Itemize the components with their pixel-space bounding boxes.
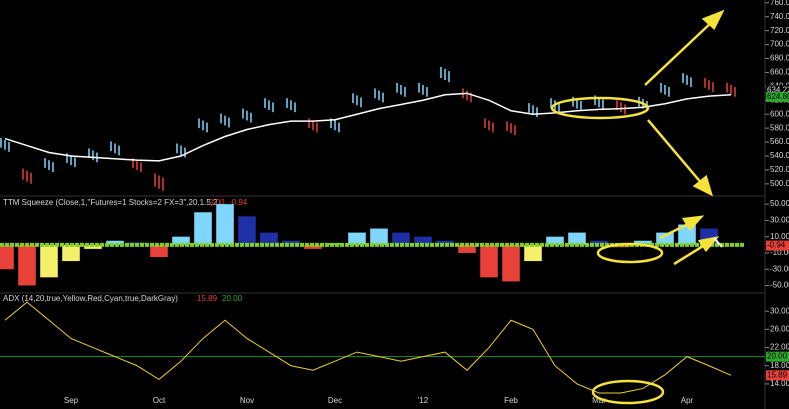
histogram-bar [414,236,432,245]
histogram-bar [194,212,212,245]
histogram-bar [436,240,454,245]
last-value-label: 20.00 [767,352,788,361]
histogram-bar [524,244,542,262]
histogram-bar [172,236,190,245]
y-tick-label: 760.00 [770,0,789,7]
highlight-ellipse [596,242,664,264]
histogram-bar [216,204,234,245]
x-tick-label: Feb [504,396,518,405]
histogram-bar [150,244,168,258]
readout: 20.00 [222,294,243,303]
y-tick-label: 30.00 [770,216,789,225]
y-tick-label: 50.00 [770,199,789,208]
histogram-bar [458,244,476,253]
panel-title: ADX (14,20,true,Yellow,Red,Cyan,true,Dar… [3,294,178,303]
annotations [550,9,725,405]
x-tick-label: Nov [240,396,254,405]
adx-line [4,301,732,394]
arrowhead [701,9,725,31]
y-tick-label: 22.00 [770,343,789,352]
panel-title: TTM Squeeze (Close,1,"Futures=1 Stocks=2… [3,198,226,207]
histogram-bar [0,244,14,270]
readout: -0.94 [229,198,248,207]
histogram-bar [62,244,80,262]
x-tick-label: Dec [328,396,342,405]
histogram-bar [238,216,256,245]
arrowhead [692,174,714,197]
arrow [644,19,715,86]
histogram-bar [678,224,696,245]
x-tick-label: Mar [592,396,606,405]
histogram-bar [568,232,586,245]
last-value-box [766,351,789,362]
x-tick-label: Oct [153,396,166,405]
readout: 15.89 [197,294,218,303]
y-tick-label: 540.00 [770,151,789,160]
arrowhead [697,236,720,253]
histogram-bar [84,244,102,249]
last-value-label: 15.89 [767,370,788,379]
arrowhead [681,215,705,232]
highlight-ellipse [550,96,650,120]
y-tick-label: 560.00 [770,137,789,146]
histogram-bar [348,232,366,245]
histogram-bar [260,232,278,245]
y-tick-label: 10.00 [770,232,789,241]
arrow [647,119,704,186]
y-tick-label: 700.00 [770,40,789,49]
y-tick-label: -30.00 [770,264,789,273]
y-tick-label: 520.00 [770,165,789,174]
y-tick-label: 500.00 [770,179,789,188]
last-value-box [766,370,789,381]
histogram-bar [304,244,322,249]
y-tick-label: 740.00 [770,12,789,21]
histogram-bar [370,228,388,245]
x-tick-label: Sep [64,396,79,405]
y-tick-label: 720.00 [770,26,789,35]
y-tick-label: 30.00 [770,306,789,315]
y-tick-label: 18.00 [770,361,789,370]
y-tick-label: -50.00 [770,281,789,290]
histogram-bar [502,244,520,282]
histogram-bar [590,240,608,245]
moving-average [4,92,732,162]
y-tick-label: 26.00 [770,324,789,333]
histogram-bar [634,240,652,245]
last-value-label: -0.94 [767,241,786,250]
histogram-bar [282,240,300,245]
y-tick-label: 600.00 [770,109,789,118]
histogram-bar [546,236,564,245]
readout: 0.00 [209,198,225,207]
histogram-bar [656,232,674,245]
last-value-box [766,240,789,251]
last-value-box [766,85,789,96]
y-tick-label: 580.00 [770,123,789,132]
histogram-bar [480,244,498,278]
y-tick-label: 14.00 [770,379,789,388]
last-value-box [766,91,789,102]
y-tick-label: 680.00 [770,54,789,63]
histogram-bar [18,244,36,286]
highlight-ellipse [591,379,665,405]
y-tick-label: 660.00 [770,68,789,77]
histogram-bar [106,240,124,245]
histogram-bar [392,232,410,245]
last-value-label: 634.22 [767,85,789,94]
histogram-bar [40,244,58,278]
last-value-label: 624.80 [767,92,789,101]
cursor-arrow [713,237,723,248]
x-tick-label: '12 [418,396,429,405]
x-tick-label: Apr [681,396,694,405]
y-tick-label: -10.00 [770,248,789,257]
